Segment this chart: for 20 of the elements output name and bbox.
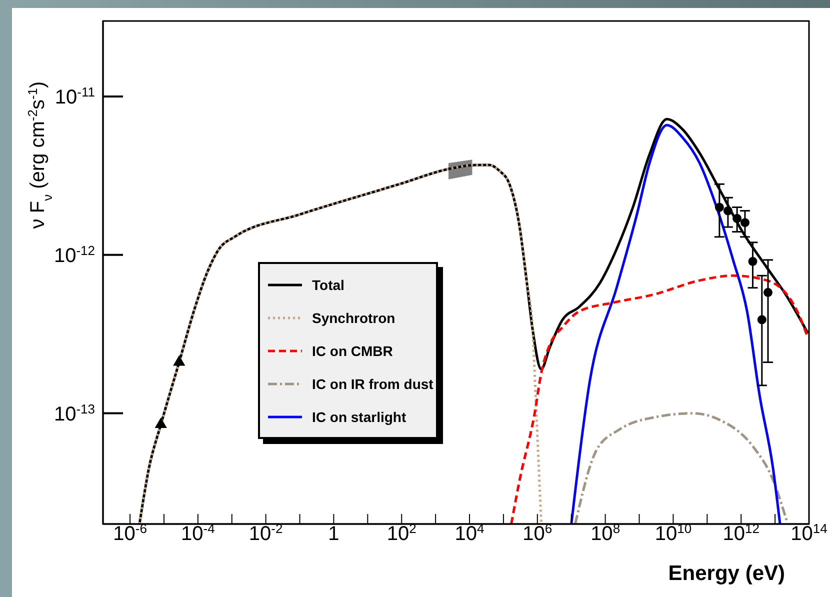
- point: [748, 256, 758, 266]
- legend-label: Total: [312, 276, 344, 292]
- x-tick-label: 10$^{4}$: [454, 520, 484, 545]
- x-axis-title: Energy (eV): [668, 562, 785, 585]
- legend-label: IC on CMBR: [312, 342, 393, 358]
- x-tick-label: 10$^{-6}$: [113, 520, 147, 545]
- point: [757, 315, 766, 324]
- point: [714, 202, 724, 212]
- point: [732, 214, 742, 223]
- x-tick-label: 1: [328, 523, 340, 545]
- legend-label: IC on IR from dust: [312, 376, 434, 392]
- x-tick-label: 10$^{-4}$: [181, 520, 215, 545]
- x-tick-label: 10$^{14}$: [790, 520, 828, 545]
- point: [740, 218, 750, 228]
- legend-label: Synchrotron: [312, 310, 396, 326]
- y-tick-label: 10$^{-13}$: [54, 400, 95, 426]
- legend-label: IC on starlight: [312, 408, 406, 424]
- y-tick-label: 10$^{-11}$: [54, 84, 95, 109]
- y-tick-label: 10$^{-12}$: [54, 242, 95, 267]
- point: [723, 206, 732, 216]
